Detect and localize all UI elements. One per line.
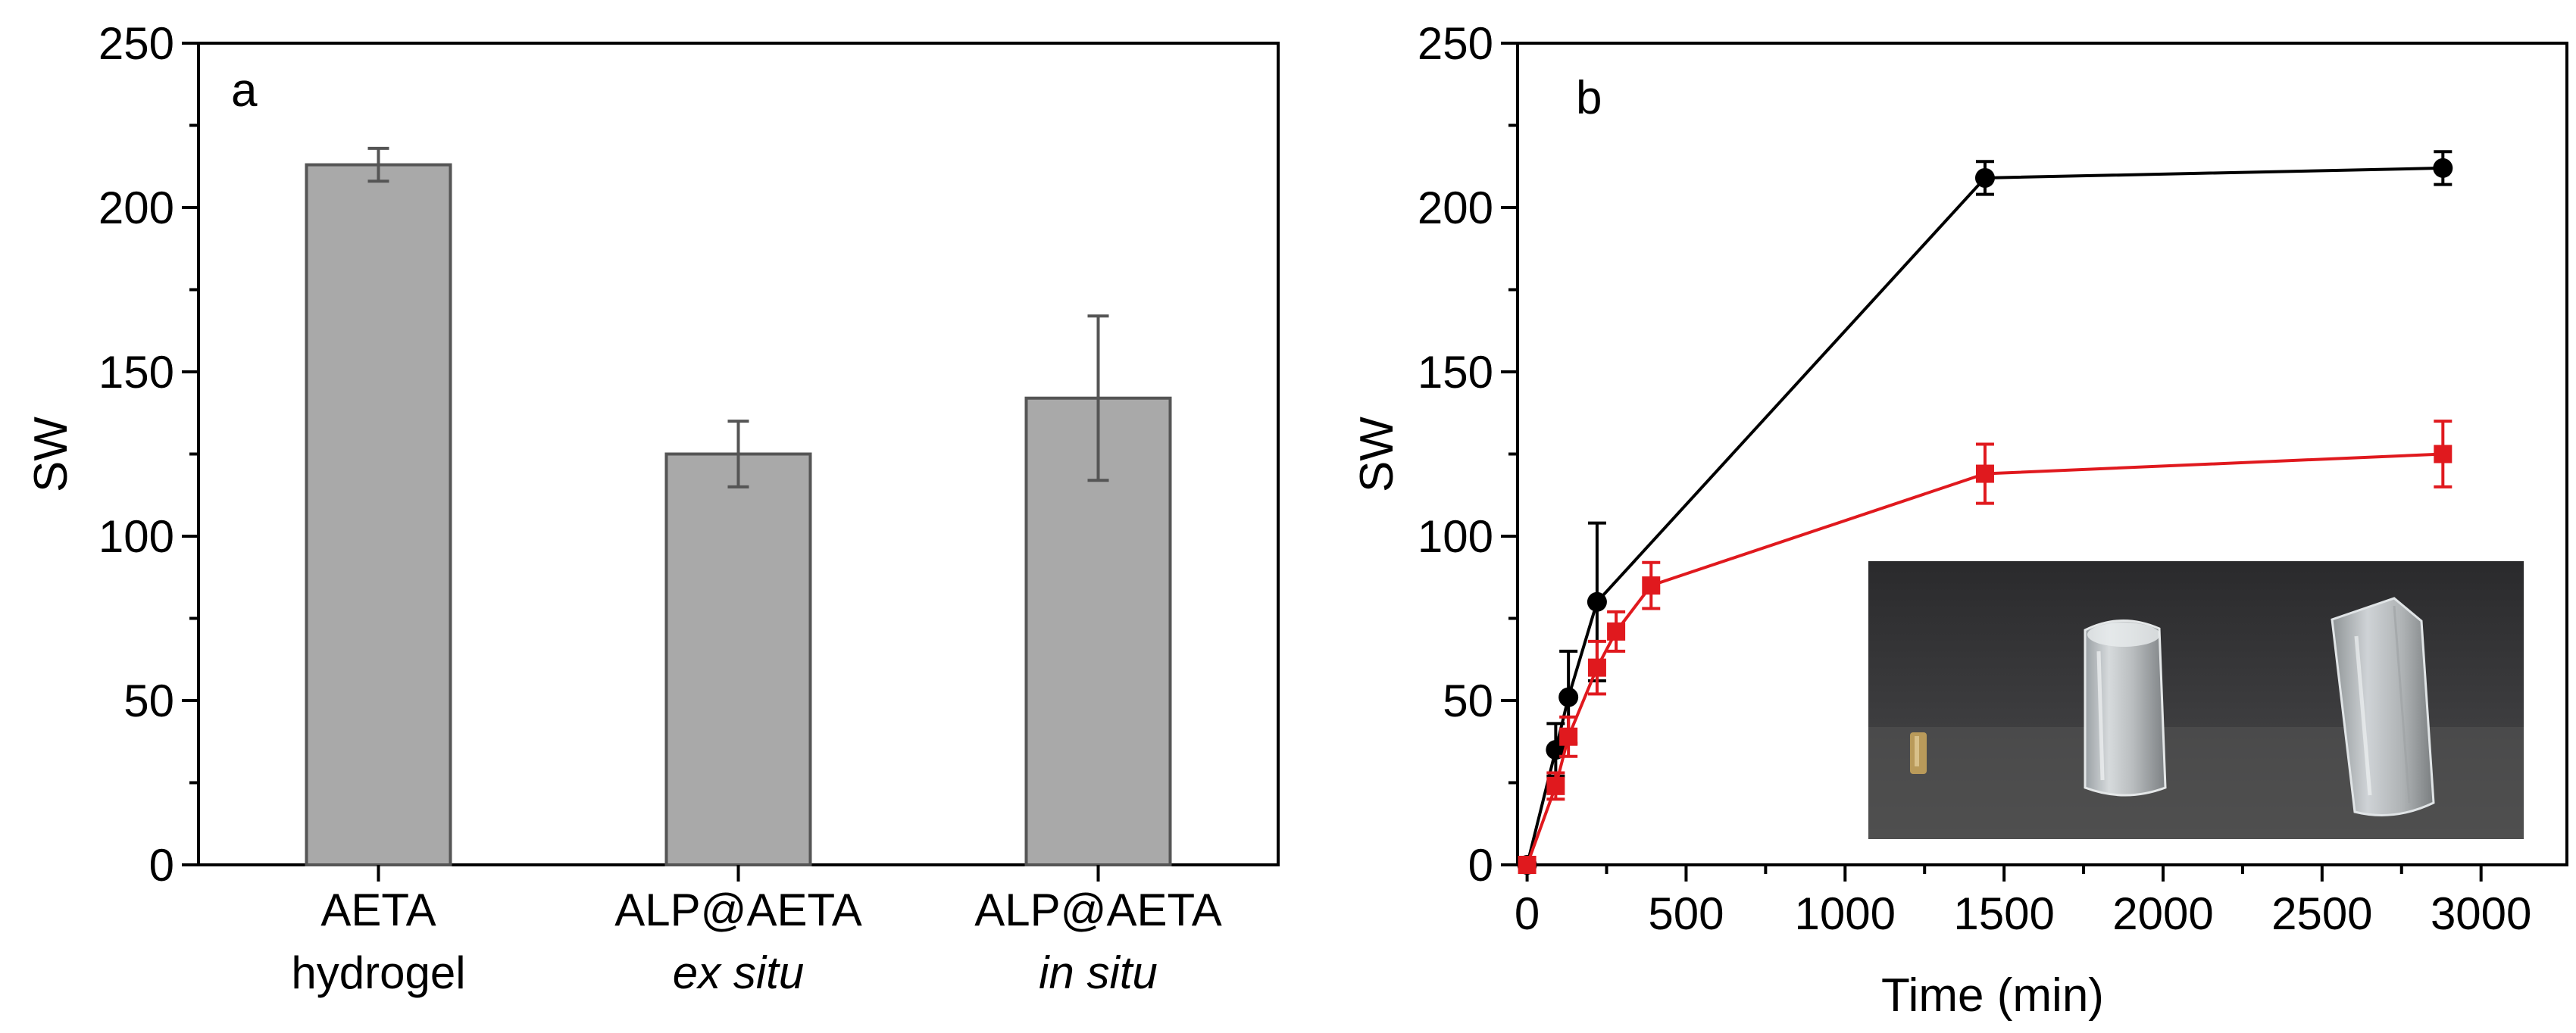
panel-a-x-label-line2: hydrogel — [291, 947, 465, 998]
panel-b-point — [1558, 687, 1579, 707]
panel-b-point — [2434, 445, 2453, 463]
panel-a-y-axis-label: SW — [25, 417, 77, 492]
panel-b-y-tick-label: 0 — [1468, 840, 1493, 891]
panel-a-x-label-line1: ALP@AETA — [614, 885, 862, 935]
panel-b-point — [1607, 622, 1626, 641]
panel-b-y-axis-label: SW — [1351, 417, 1403, 492]
panel-b-x-tick-label: 2500 — [2271, 888, 2372, 939]
panel-a-y-tick-label: 100 — [98, 511, 174, 562]
panel-b-y-tick-label: 250 — [1418, 18, 1493, 69]
panel-b-point — [1587, 658, 1606, 677]
panel-b-x-tick-label: 1000 — [1795, 888, 1896, 939]
panel-a-x-label-line1: ALP@AETA — [974, 885, 1222, 935]
panel-b-point — [1642, 576, 1661, 595]
panel-a-bar-chart: a SW 0 50 100 150 200 250 AETA hydrogel ALP@AET… — [25, 18, 1280, 998]
panel-b-x-tick-label: 3000 — [2431, 888, 2531, 939]
panel-a-bars — [305, 146, 1172, 866]
panel-b-point — [1587, 591, 1607, 612]
panel-b-point — [1559, 727, 1578, 746]
panel-a-y-tick-label: 200 — [98, 183, 174, 233]
panel-b-y-tick-label: 200 — [1418, 183, 1493, 233]
panel-a-y-tick-label: 150 — [98, 347, 174, 398]
panel-b-x-axis-label: Time (min) — [1881, 969, 2104, 1022]
panel-a-bar — [664, 452, 812, 866]
panel-b-point — [1974, 167, 1995, 188]
panel-b-point — [1518, 856, 1537, 874]
panel-b-point — [1975, 464, 1994, 483]
panel-b-series — [1517, 150, 2453, 875]
panel-b-series-line — [1525, 166, 2443, 866]
panel-b-point — [2433, 158, 2453, 178]
panel-a-x-label-line1: AETA — [320, 885, 436, 935]
panel-b-label: b — [1576, 72, 1602, 124]
panel-b-y-axis: 0 50 100 150 200 250 — [1418, 18, 1518, 891]
panel-b-line-chart: b SW Time (min) 0 50 100 150 200 250 0 500 1000… — [1351, 18, 2568, 1022]
panel-a-x-label-line2: in situ — [1039, 947, 1158, 998]
panel-a-bar — [305, 163, 452, 866]
panel-b-x-tick-label: 500 — [1648, 888, 1724, 939]
inset-gel-in-situ-facet — [2393, 605, 2411, 804]
inset-dry-gel-highlight — [1915, 736, 1919, 766]
panel-b-x-axis: 0 500 1000 1500 2000 2500 3000 — [1515, 865, 2531, 939]
panel-a-y-tick-label: 0 — [149, 840, 174, 891]
inset-gel-ex-situ-top — [2087, 623, 2160, 647]
inset-gel-in-situ-shading — [2354, 635, 2372, 796]
inset-gel-ex-situ-shading — [2096, 651, 2105, 781]
panel-a-y-axis: 0 50 100 150 200 250 — [98, 18, 199, 891]
inset-photo — [1868, 561, 2524, 839]
panel-a-label: a — [231, 64, 258, 117]
panel-b-x-tick-label: 1500 — [1953, 888, 2054, 939]
panel-b-x-tick-label: 0 — [1515, 888, 1540, 939]
inset-swollen-gel-ex-situ — [2084, 619, 2167, 797]
panel-a-y-tick-label: 250 — [98, 18, 174, 69]
panel-a-x-label-line2: ex situ — [673, 947, 804, 998]
panel-b-y-tick-label: 150 — [1418, 347, 1493, 398]
panel-b-point — [1546, 776, 1565, 795]
panel-b-x-tick-label: 2000 — [2112, 888, 2213, 939]
panel-a-x-axis: AETA hydrogel ALP@AETA ex situ ALP@AETA in si… — [291, 865, 1222, 998]
panel-b-y-tick-label: 50 — [1443, 676, 1493, 726]
panel-b-y-tick-label: 100 — [1418, 511, 1493, 562]
panel-a-y-tick-label: 50 — [123, 676, 174, 726]
